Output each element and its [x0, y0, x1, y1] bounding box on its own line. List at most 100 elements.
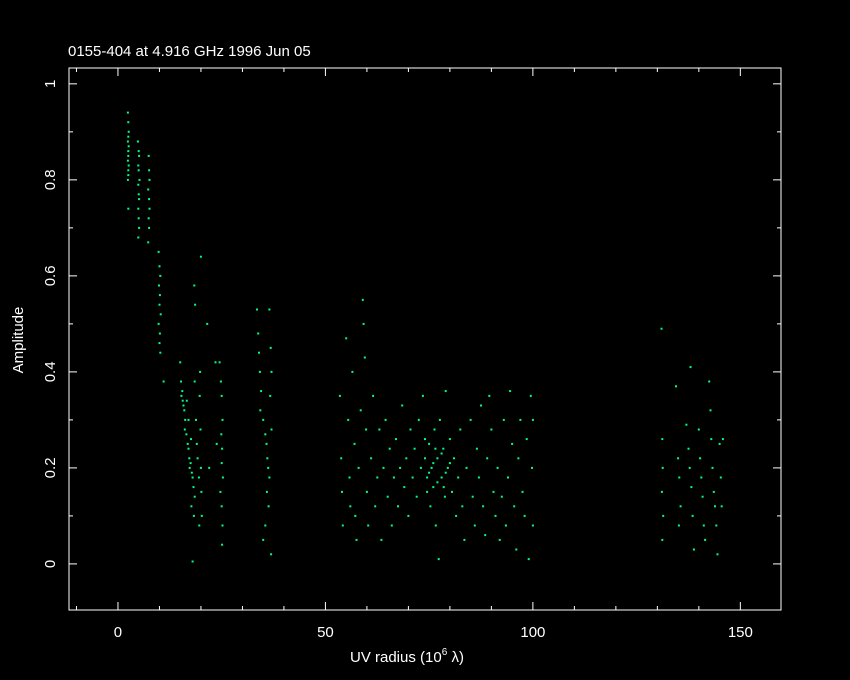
data-point [157, 322, 160, 325]
data-point [127, 145, 130, 148]
data-point [159, 313, 162, 316]
data-point [709, 409, 712, 412]
data-point [525, 438, 528, 441]
data-point [492, 490, 495, 493]
data-point [428, 442, 431, 445]
data-point [661, 466, 664, 469]
data-point [531, 418, 534, 421]
y-tick-label: 0 [42, 560, 59, 568]
data-point [426, 490, 429, 493]
data-point [348, 476, 351, 479]
data-point [436, 457, 439, 460]
data-point [188, 457, 191, 460]
data-point [357, 466, 360, 469]
data-point [127, 150, 130, 153]
data-point [494, 514, 497, 517]
data-point [661, 538, 664, 541]
data-point [187, 418, 190, 421]
data-point [403, 486, 406, 489]
data-point [266, 457, 269, 460]
data-point [190, 505, 193, 508]
data-point [370, 457, 373, 460]
data-point [182, 404, 185, 407]
data-point [199, 428, 202, 431]
data-point [434, 524, 437, 527]
data-point [359, 409, 362, 412]
data-point [221, 418, 224, 421]
x-tick-label: 100 [520, 624, 545, 641]
x-axis-label-exponent: 6 [442, 647, 448, 658]
data-point [257, 332, 260, 335]
data-point [158, 265, 161, 268]
data-point [689, 366, 692, 369]
data-point [701, 495, 704, 498]
data-point [127, 121, 130, 124]
data-point [158, 332, 161, 335]
data-point [660, 490, 663, 493]
data-point [349, 505, 352, 508]
data-point [183, 428, 186, 431]
data-point [428, 471, 431, 474]
data-point [453, 457, 455, 460]
data-point [221, 524, 224, 527]
data-point [710, 438, 713, 441]
data-point [527, 558, 530, 561]
data-point [138, 154, 141, 157]
data-point [137, 164, 140, 167]
data-point [270, 370, 273, 373]
data-point [407, 514, 410, 517]
axes: 0 50 100 150 0 0.2 0.4 0.6 0.8 1 [42, 67, 782, 641]
data-point [137, 236, 140, 239]
data-point [519, 418, 522, 421]
data-point [437, 558, 440, 561]
data-point [338, 394, 341, 397]
data-point [490, 428, 493, 431]
data-point [183, 409, 186, 412]
data-point [137, 217, 140, 220]
data-point [137, 150, 140, 153]
data-point [361, 298, 364, 301]
data-point [199, 370, 202, 373]
data-point [147, 217, 150, 220]
data-point [137, 169, 140, 172]
plot-frame [68, 67, 782, 611]
data-point [195, 418, 197, 421]
data-point [413, 447, 416, 450]
data-point [138, 178, 141, 181]
data-point [438, 418, 441, 421]
data-point [126, 159, 129, 162]
y-axis-label: Amplitude [10, 307, 27, 374]
data-point [380, 538, 383, 541]
data-point [440, 452, 443, 455]
data-point [162, 380, 165, 383]
data-point [473, 524, 476, 527]
data-point [677, 524, 680, 527]
data-point [434, 447, 437, 450]
data-point [715, 524, 718, 527]
data-point [148, 226, 151, 229]
data-point [137, 193, 140, 196]
data-point [148, 198, 151, 201]
data-point [444, 390, 447, 393]
data-point [457, 476, 460, 479]
data-point [221, 447, 224, 450]
data-point [399, 466, 402, 469]
data-point [484, 534, 487, 537]
data-point [502, 418, 505, 421]
data-point [386, 495, 389, 498]
data-point [270, 428, 273, 431]
data-point [480, 404, 482, 407]
data-point [719, 476, 722, 479]
data-point [221, 543, 224, 546]
data-point [378, 428, 381, 431]
data-point [700, 476, 703, 479]
data-point [191, 476, 194, 479]
data-point [702, 524, 705, 527]
data-point [461, 505, 464, 508]
data-point [340, 457, 343, 460]
data-point [469, 418, 472, 421]
data-point [424, 457, 426, 460]
data-point [267, 466, 270, 469]
data-point [193, 380, 196, 383]
